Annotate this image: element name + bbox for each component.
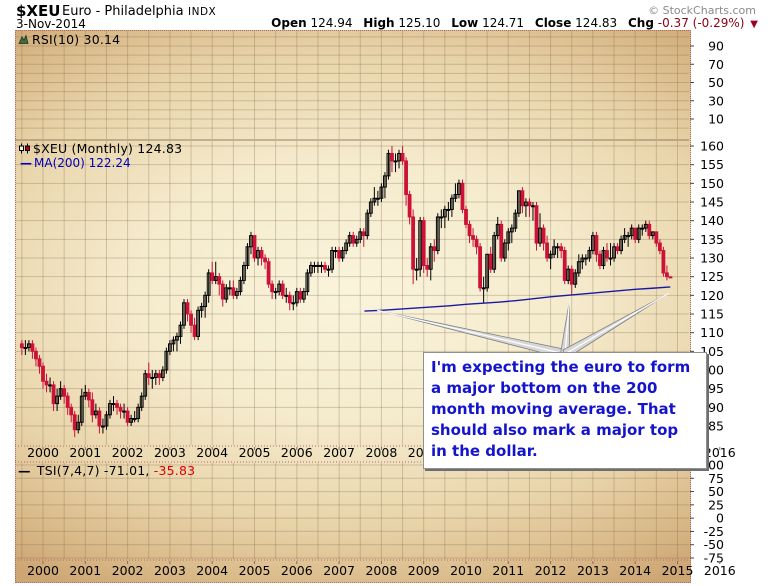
svg-text:0: 0 [716, 511, 724, 526]
svg-text:115: 115 [700, 307, 724, 322]
ma-line-swatch: — [20, 156, 32, 170]
tsi-panel-legend: — TSI(7,4,7) -71.01, -35.83 [18, 463, 195, 478]
svg-text:110: 110 [700, 325, 724, 340]
rsi-panel-legend: RSI(10) 30.14 [18, 32, 120, 48]
rsi-legend-text: RSI(10) 30.14 [32, 32, 121, 47]
svg-text:-25: -25 [704, 524, 724, 539]
svg-text:130: 130 [700, 251, 724, 266]
high-label: High [363, 16, 395, 30]
plot-area-background [15, 30, 691, 583]
tsi-signal-value: -35.83 [153, 463, 196, 478]
ma-legend: — MA(200) 122.24 [20, 156, 131, 170]
svg-text:145: 145 [700, 195, 724, 210]
indicator-mountain-icon [18, 33, 29, 48]
main-legend-text: $XEU (Monthly) 124.83 [33, 141, 183, 156]
svg-text:50: 50 [708, 484, 724, 499]
close-label: Close [534, 16, 572, 30]
down-triangle-icon: ▼ [750, 19, 758, 30]
svg-text:30: 30 [708, 93, 724, 108]
exchange-label: INDX [188, 6, 217, 18]
svg-text:140: 140 [700, 213, 724, 228]
quote-date: 3-Nov-2014 [16, 17, 86, 31]
security-name: Euro - Philadelphia [62, 4, 184, 19]
svg-text:70: 70 [708, 57, 724, 72]
chg-value: -0.37 (-0.29%) [657, 16, 745, 30]
high-value: 125.10 [398, 16, 441, 30]
svg-text:125: 125 [700, 269, 724, 284]
svg-text:95: 95 [708, 381, 724, 396]
annotation-callout-box: I'm expecting the euro to form a major b… [423, 352, 707, 469]
svg-text:120: 120 [700, 288, 724, 303]
svg-text:25: 25 [708, 497, 724, 512]
svg-text:90: 90 [708, 400, 724, 415]
ticker-symbol: $XEU [16, 2, 61, 20]
svg-text:85: 85 [708, 419, 724, 434]
chg-label: Chg [628, 16, 654, 30]
svg-text:50: 50 [708, 75, 724, 90]
main-panel-legend: $XEU (Monthly) 124.83 [18, 141, 182, 157]
candlestick-icon [18, 142, 30, 157]
ma-legend-text: MA(200) 122.24 [34, 156, 131, 170]
svg-text:-75: -75 [704, 551, 724, 566]
low-value: 124.71 [482, 16, 525, 30]
close-value: 124.83 [575, 16, 618, 30]
tsi-line-swatch: — [18, 463, 31, 478]
svg-text:150: 150 [700, 176, 724, 191]
svg-text:90: 90 [708, 39, 724, 54]
ohlc-quote-bar: Open 124.94 High 125.10 Low 124.71 Close… [264, 16, 758, 30]
tsi-legend-text: TSI(7,4,7) -71.01, [36, 463, 150, 478]
svg-text:10: 10 [708, 112, 724, 127]
copyright-watermark: © StockCharts.com [648, 4, 756, 17]
svg-text:75: 75 [708, 471, 724, 486]
open-label: Open [271, 16, 307, 30]
svg-text:-50: -50 [704, 537, 724, 552]
open-value: 124.94 [310, 16, 353, 30]
svg-text:2016: 2016 [704, 445, 736, 460]
svg-text:135: 135 [700, 232, 724, 247]
svg-text:2016: 2016 [704, 563, 736, 578]
annotation-text: I'm expecting the euro to form a major b… [431, 358, 691, 460]
svg-text:155: 155 [700, 157, 724, 172]
low-label: Low [451, 16, 479, 30]
svg-text:160: 160 [700, 139, 724, 154]
